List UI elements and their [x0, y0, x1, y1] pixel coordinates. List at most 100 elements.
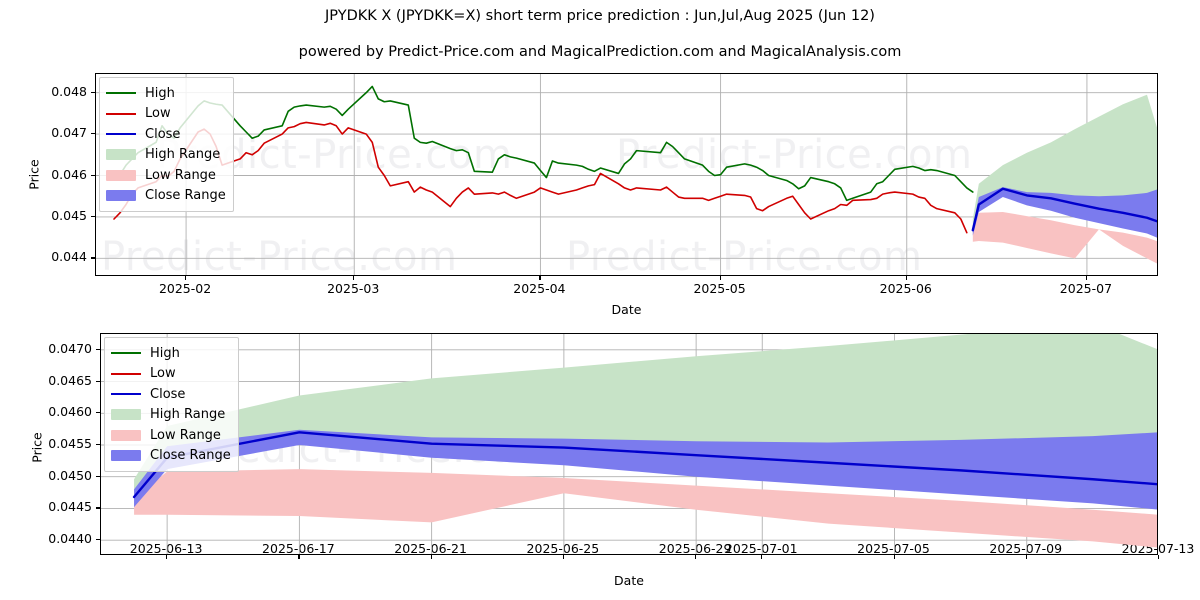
x-tick-label: 2025-06 — [879, 281, 932, 296]
bottom-legend: High Low Close High Range Low Range Close Ran… — [104, 337, 239, 472]
top-x-axis-label: Date — [611, 302, 642, 317]
top-legend: High Low Close High Range Low Range Close Ran… — [99, 77, 234, 212]
x-tick-label: 2025-06-25 — [526, 541, 600, 556]
bottom-legend-line-swatch — [111, 352, 141, 355]
x-tick-label: 2025-07-09 — [989, 541, 1063, 556]
bottom-legend-item-low: Low — [111, 364, 231, 385]
y-tick-mark — [96, 444, 100, 446]
bottom-panel: Predict-Price.com Predict-Price.com Pric… — [0, 320, 1200, 600]
bottom-legend-line-swatch — [111, 372, 141, 375]
top-legend-patch-swatch — [106, 149, 136, 161]
x-tick-label: 2025-06-29 — [658, 541, 732, 556]
top-legend-item-close: Close — [106, 124, 226, 145]
y-tick-label: 0.048 — [51, 83, 87, 99]
y-tick-label: 0.0465 — [48, 372, 92, 388]
band-low-range — [972, 211, 1157, 264]
bottom-legend-label: Low — [150, 366, 176, 382]
x-tick-mark — [905, 276, 907, 280]
bottom-legend-line-swatch — [111, 393, 141, 396]
top-legend-label: High — [145, 85, 175, 101]
y-tick-label: 0.0460 — [48, 404, 92, 420]
bottom-legend-patch-swatch — [111, 450, 141, 462]
x-tick-mark — [1085, 276, 1088, 280]
top-legend-item-high: High — [106, 83, 226, 104]
y-tick-mark — [91, 91, 95, 93]
bottom-legend-patch-swatch — [111, 409, 141, 421]
top-legend-patch-swatch — [106, 169, 136, 181]
bottom-legend-item-high: High — [111, 343, 231, 364]
x-tick-mark — [562, 555, 565, 559]
x-tick-label: 2025-06-21 — [394, 541, 467, 556]
y-tick-label: 0.0440 — [48, 531, 92, 547]
bottom-legend-item-low-range: Low Range — [111, 425, 231, 446]
y-tick-mark — [96, 539, 100, 541]
series-line-close — [971, 187, 1157, 232]
y-tick-label: 0.0450 — [48, 467, 92, 483]
top-legend-label: Close Range — [145, 188, 226, 204]
x-tick-mark — [166, 555, 168, 559]
top-panel: Predict-Price.com Predict-Price.com Pred… — [27, 73, 1158, 317]
y-tick-label: 0.0455 — [48, 436, 92, 451]
bottom-legend-item-high-range: High Range — [111, 405, 231, 426]
bottom-legend-patch-swatch — [111, 429, 141, 441]
y-tick-mark — [91, 257, 95, 259]
bottom-legend-label: Close — [150, 386, 186, 402]
y-tick-mark — [91, 133, 95, 135]
x-tick-mark — [1158, 555, 1160, 559]
band-low-range — [134, 469, 1157, 548]
x-tick-mark — [430, 555, 432, 559]
x-tick-mark — [893, 555, 895, 559]
x-tick-mark — [761, 555, 763, 559]
bottom-x-axis-label: Date — [614, 573, 644, 588]
bottom-legend-item-close-range: Close Range — [111, 446, 231, 467]
x-tick-label: 2025-02 — [158, 281, 212, 296]
y-tick-label: 0.044 — [51, 249, 87, 265]
top-chart-svg — [96, 74, 1157, 275]
page-title: JPYDKK X (JPYDKK=X) short term price pre… — [325, 8, 875, 24]
top-legend-label: Low — [145, 106, 171, 122]
y-tick-label: 0.046 — [51, 166, 87, 182]
band-close-range — [972, 187, 1157, 238]
y-tick-mark — [96, 475, 100, 477]
top-legend-label: Low Range — [145, 167, 216, 183]
x-tick-mark — [298, 555, 300, 559]
top-legend-item-close-range: Close Range — [106, 186, 226, 207]
y-tick-label: 0.045 — [51, 207, 87, 223]
top-legend-line-swatch — [106, 92, 136, 95]
bottom-legend-label: Low Range — [150, 427, 221, 443]
bottom-chart-svg — [101, 334, 1157, 554]
x-tick-label: 2025-06-17 — [262, 541, 335, 556]
top-legend-patch-swatch — [106, 190, 136, 202]
top-legend-label: Close — [145, 126, 181, 142]
top-legend-line-swatch — [106, 133, 136, 136]
x-tick-label: 2025-05 — [693, 281, 746, 296]
x-tick-mark — [353, 276, 355, 280]
x-tick-mark — [719, 276, 721, 280]
series-line-high — [113, 85, 974, 202]
y-tick-mark — [96, 348, 100, 351]
series-line-low — [113, 121, 968, 234]
top-plot-area: Predict-Price.com Predict-Price.com Pred… — [95, 73, 1158, 276]
x-tick-label: 2025-07 — [1059, 281, 1113, 296]
y-tick-mark — [96, 507, 100, 509]
y-tick-label: 0.0470 — [48, 340, 92, 356]
x-tick-label: 2025-03 — [327, 281, 380, 296]
y-tick-mark — [91, 174, 95, 176]
x-tick-label: 2025-04 — [513, 281, 566, 296]
y-tick-mark — [96, 412, 100, 414]
x-tick-mark — [185, 276, 187, 280]
bottom-legend-label: High — [150, 345, 180, 361]
x-tick-label: 2025-06-13 — [129, 541, 203, 556]
y-tick-label: 0.0445 — [48, 499, 92, 515]
bottom-legend-label: Close Range — [150, 448, 231, 464]
x-tick-label: 2025-07-01 — [724, 541, 798, 556]
top-legend-line-swatch — [106, 112, 136, 115]
page-subtitle: powered by Predict-Price.com and Magical… — [298, 44, 902, 60]
top-legend-label: High Range — [145, 147, 221, 163]
top-legend-item-low-range: Low Range — [106, 165, 226, 186]
top-legend-item-low: Low — [106, 104, 226, 125]
top-legend-item-high-range: High Range — [106, 145, 226, 166]
x-tick-mark — [539, 276, 541, 280]
y-tick-mark — [91, 215, 95, 218]
